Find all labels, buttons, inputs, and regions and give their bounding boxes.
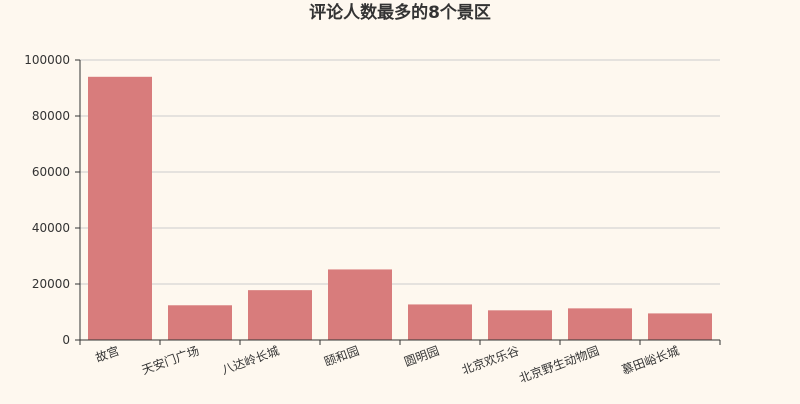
y-tick-label: 0 bbox=[62, 333, 70, 347]
x-tick-label: 北京野生动物园 bbox=[517, 344, 601, 386]
y-tick-label: 80000 bbox=[32, 109, 70, 123]
x-tick-label: 圆明园 bbox=[402, 344, 441, 369]
x-tick-label: 北京欢乐谷 bbox=[459, 343, 521, 378]
y-tick-label: 60000 bbox=[32, 165, 70, 179]
y-tick-label: 20000 bbox=[32, 277, 70, 291]
x-tick-label: 颐和园 bbox=[322, 344, 361, 369]
y-tick-label: 40000 bbox=[32, 221, 70, 235]
grid-layer bbox=[80, 59, 720, 285]
bar bbox=[168, 305, 232, 340]
x-tick-label: 慕田峪长城 bbox=[620, 344, 681, 378]
chart-title: 评论人数最多的8个景区 bbox=[309, 3, 491, 23]
bar bbox=[248, 290, 312, 340]
x-tick-label: 故宫 bbox=[93, 343, 121, 365]
bar bbox=[648, 313, 712, 340]
bar bbox=[488, 310, 552, 340]
x-tick-label: 八达岭长城 bbox=[220, 344, 281, 378]
bar bbox=[568, 308, 632, 340]
axis-layer bbox=[75, 59, 721, 345]
y-tick-label: 100000 bbox=[24, 53, 70, 67]
bar-layer bbox=[88, 76, 712, 341]
bar bbox=[328, 269, 392, 340]
bar bbox=[88, 76, 152, 341]
bar bbox=[408, 304, 472, 340]
x-tick-label: 天安门广场 bbox=[139, 343, 201, 378]
